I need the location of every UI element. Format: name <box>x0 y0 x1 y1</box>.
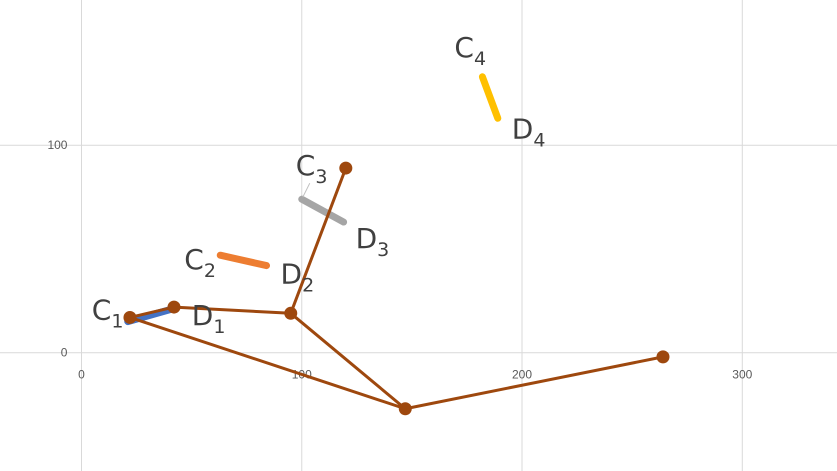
leader-line <box>302 182 311 198</box>
polyline-marker-0 <box>123 310 137 324</box>
label-D2: D2 <box>281 258 315 297</box>
label-C1: C1 <box>92 294 124 333</box>
y-tick-label: 100 <box>47 138 67 152</box>
segment-C2-D2 <box>216 251 271 270</box>
polyline-series <box>129 166 665 411</box>
polyline-marker-5 <box>656 350 670 364</box>
polyline-marker-2 <box>284 306 298 320</box>
label-D4: D4 <box>512 112 546 151</box>
point-labels: C1 D1 C2 D2 C3 D3 C4 D4 <box>92 31 546 338</box>
polyline-marker-3 <box>339 161 353 175</box>
segment-C4-D4 <box>478 73 502 122</box>
label-C4: C4 <box>454 31 486 70</box>
markers <box>123 161 670 416</box>
y-tick-label: 0 <box>61 346 68 360</box>
series <box>124 73 665 411</box>
polyline-marker-1 <box>167 300 181 314</box>
label-D3: D3 <box>356 222 390 261</box>
x-tick-label: 300 <box>732 368 752 382</box>
x-tick-label: 200 <box>512 368 532 382</box>
label-C3: C3 <box>296 149 328 188</box>
polyline-marker-4 <box>398 402 412 416</box>
segment-C3-D3 <box>298 195 348 226</box>
label-D1: D1 <box>192 299 226 338</box>
label-C2: C2 <box>184 243 216 282</box>
x-tick-label: 0 <box>78 368 85 382</box>
